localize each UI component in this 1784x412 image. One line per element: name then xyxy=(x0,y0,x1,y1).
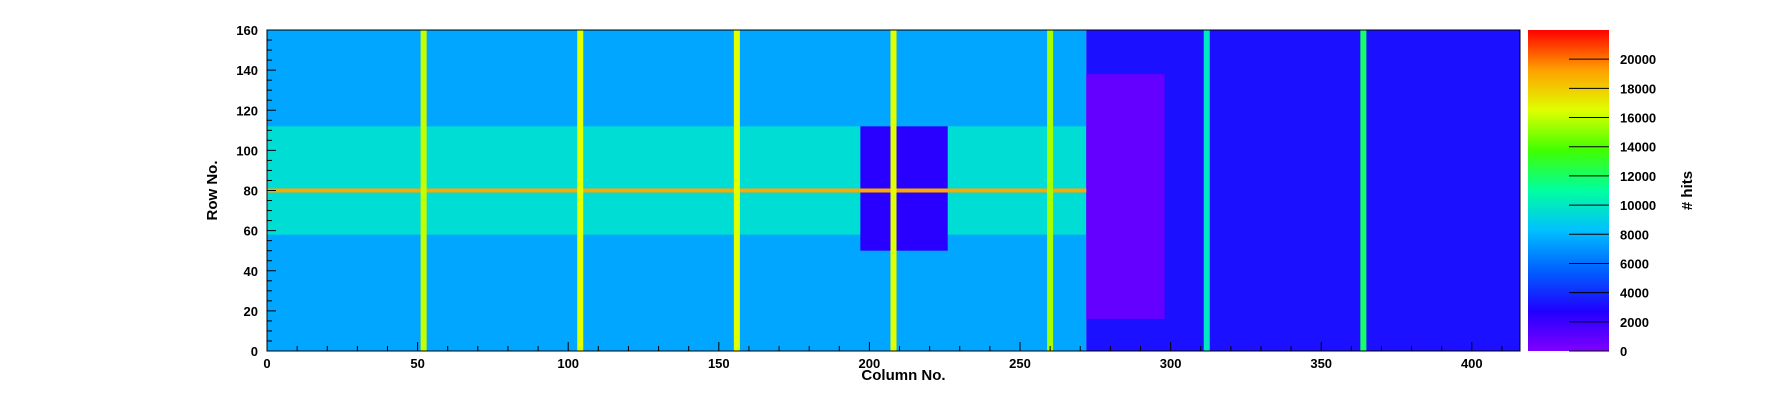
y-tick-label: 20 xyxy=(244,304,258,319)
x-tick-label: 300 xyxy=(1160,356,1182,371)
x-tick-label: 350 xyxy=(1310,356,1332,371)
y-tick-label: 60 xyxy=(244,224,258,239)
colorbar-tick-label: 18000 xyxy=(1620,81,1656,96)
colorbar-tick-label: 6000 xyxy=(1620,256,1649,271)
x-axis-title: Column No. xyxy=(861,367,945,384)
y-tick-label: 120 xyxy=(236,103,258,118)
x-tick-label: 400 xyxy=(1461,356,1483,371)
heatmap-hot-column-2 xyxy=(733,30,740,351)
heatmap-hot-column-3 xyxy=(890,30,897,351)
y-tick-label: 80 xyxy=(244,184,258,199)
heatmap-hot-column-6 xyxy=(1360,30,1367,351)
y-axis-title: Row No. xyxy=(204,161,221,221)
heatmap-region-1 xyxy=(267,126,1087,235)
x-tick-label: 150 xyxy=(708,356,730,371)
colorbar-tick-label: 10000 xyxy=(1620,198,1656,213)
colorbar xyxy=(1528,30,1609,351)
plot-area xyxy=(267,30,1520,351)
x-tick-label: 200 xyxy=(859,356,881,371)
y-tick-label: 140 xyxy=(236,63,258,78)
colorbar-tick-label: 14000 xyxy=(1620,140,1656,155)
colorbar-tick-label: 8000 xyxy=(1620,227,1649,242)
colorbar-tick-label: 12000 xyxy=(1620,169,1656,184)
colorbar-title: # hits xyxy=(1679,171,1696,210)
x-tick-label: 250 xyxy=(1009,356,1031,371)
x-tick-label: 0 xyxy=(263,356,270,371)
colorbar-tick-label: 4000 xyxy=(1620,286,1649,301)
x-tick-label: 100 xyxy=(557,356,579,371)
heatmap-hot-column-5 xyxy=(1203,30,1210,351)
colorbar-tick-label: 16000 xyxy=(1620,111,1656,126)
y-tick-label: 160 xyxy=(236,23,258,38)
axes: 0 50 100 150 200 250 300 350 4000204060801001201… xyxy=(236,23,1656,371)
heatmap-hot-row xyxy=(267,188,1087,193)
colorbar-tick-label: 0 xyxy=(1620,344,1627,359)
y-tick-label: 100 xyxy=(236,143,258,158)
colorbar-tick-label: 20000 xyxy=(1620,52,1656,67)
x-tick-label: 50 xyxy=(410,356,424,371)
heatmap-hot-column-4 xyxy=(1047,30,1054,351)
heatmap-hot-column-0 xyxy=(420,30,427,351)
y-tick-label: 0 xyxy=(251,344,258,359)
heatmap-region-3 xyxy=(1086,74,1165,319)
colorbar-tick-label: 2000 xyxy=(1620,315,1649,330)
y-tick-label: 40 xyxy=(244,264,258,279)
heatmap-hot-column-1 xyxy=(577,30,584,351)
